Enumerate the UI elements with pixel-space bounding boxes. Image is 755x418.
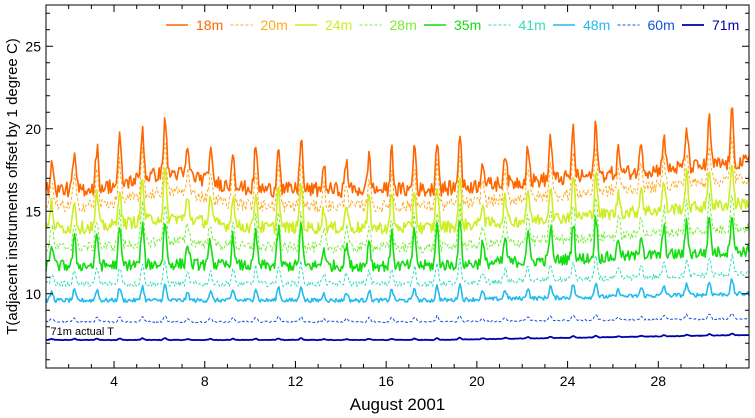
plot-frame xyxy=(45,4,750,369)
series-line-24m xyxy=(45,164,750,235)
y-tick-label: 25 xyxy=(25,38,41,54)
y-tick-label: 20 xyxy=(25,121,41,137)
y-axis-title: T(adjacent instruments offset by 1 degre… xyxy=(4,38,21,335)
x-tick-label: 4 xyxy=(110,373,118,389)
y-tick-label: 15 xyxy=(25,203,41,219)
legend-label-20m: 20m xyxy=(261,17,288,33)
legend-label-71m: 71m xyxy=(712,17,739,33)
x-tick-label: 24 xyxy=(560,373,576,389)
legend-label-18m: 18m xyxy=(196,17,223,33)
chart-annotation: 71m actual T xyxy=(51,326,115,338)
x-tick-label: 20 xyxy=(469,373,485,389)
axes: 4 8 12 16 20 24 28 10 15 20 25 xyxy=(25,4,750,389)
series-line-28m xyxy=(45,193,750,254)
series-line-35m xyxy=(45,215,750,273)
legend-label-28m: 28m xyxy=(390,17,417,33)
series-line-71m xyxy=(45,332,749,342)
x-tick-label: 16 xyxy=(378,373,394,389)
legend-label-35m: 35m xyxy=(454,17,481,33)
legend-label-41m: 41m xyxy=(519,17,546,33)
legend-label-24m: 24m xyxy=(325,17,352,33)
series-line-48m xyxy=(45,278,750,304)
legend: 18m 20m 24m 28m 35m 41m 48m 60m 71m xyxy=(166,17,739,33)
series-line-41m xyxy=(45,253,750,288)
series-line-20m xyxy=(45,137,750,213)
series-line-60m xyxy=(45,312,750,324)
x-tick-label: 8 xyxy=(201,373,209,389)
legend-label-48m: 48m xyxy=(583,17,610,33)
x-tick-label: 12 xyxy=(288,373,304,389)
series-lines xyxy=(45,107,750,342)
x-axis-title: August 2001 xyxy=(350,395,445,414)
series-line-18m xyxy=(45,107,750,198)
legend-label-60m: 60m xyxy=(648,17,675,33)
y-tick-label: 10 xyxy=(25,286,41,302)
x-tick-label: 28 xyxy=(651,373,667,389)
